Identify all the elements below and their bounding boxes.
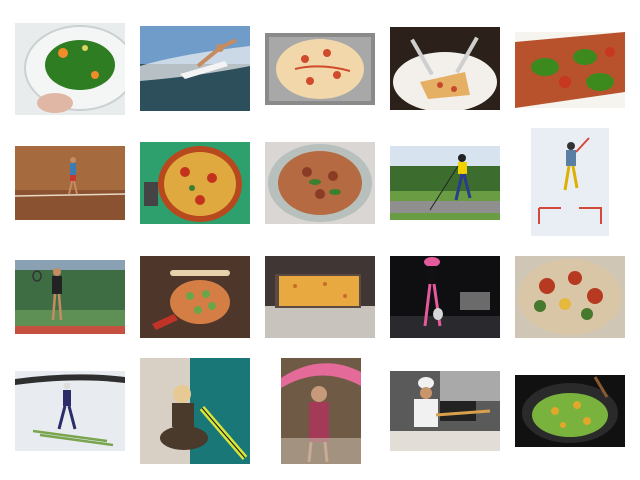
tennis-player-clay-photo — [15, 146, 125, 220]
gallery-image[interactable] — [390, 371, 500, 451]
pizza-on-foil-photo — [265, 33, 375, 105]
skier-snow-photo — [531, 128, 609, 236]
gallery-image[interactable] — [15, 371, 125, 451]
gallery-image[interactable] — [515, 256, 625, 338]
pizza-on-white-plate-photo — [265, 142, 375, 224]
gallery-image[interactable] — [15, 260, 125, 334]
gallery-image[interactable] — [140, 256, 250, 338]
woman-with-umbrella-photo — [281, 358, 361, 464]
pizza-on-wood-board-photo — [140, 256, 250, 338]
gallery-image[interactable] — [390, 256, 500, 338]
pizza-slice-knife-fork-photo — [390, 27, 500, 110]
gallery-image[interactable] — [265, 33, 375, 105]
pizza-vegetables-photo — [515, 256, 625, 338]
gallery-image[interactable] — [390, 146, 500, 220]
vegetable-stirfry-wok-photo — [515, 375, 625, 447]
gallery-image[interactable] — [265, 142, 375, 224]
pizza-on-green-table-photo — [140, 142, 250, 224]
tennis-player-court-photo — [15, 260, 125, 334]
gallery-image[interactable] — [515, 32, 625, 108]
pizza-closeup-greens-photo — [515, 32, 625, 108]
ski-jumper-photo — [15, 371, 125, 451]
gallery-image[interactable] — [15, 23, 125, 115]
gallery-image[interactable] — [140, 26, 250, 111]
pizza-chef-oven-photo — [390, 371, 500, 451]
salad-bowl-photo — [15, 23, 125, 115]
woman-with-skateboard-photo — [140, 358, 250, 464]
gallery-image[interactable] — [390, 27, 500, 110]
pizza-on-baking-tray-photo — [265, 256, 375, 338]
gallery-image[interactable] — [140, 142, 250, 224]
gallery-image[interactable] — [15, 146, 125, 220]
gallery-image[interactable] — [531, 128, 609, 236]
gallery-image[interactable] — [140, 358, 250, 464]
roller-skier-photo — [390, 146, 500, 220]
surfer-photo — [140, 26, 250, 111]
gallery-image[interactable] — [515, 375, 625, 447]
night-tennis-player-photo — [390, 256, 500, 338]
gallery-image[interactable] — [281, 358, 361, 464]
gallery-image[interactable] — [265, 256, 375, 338]
